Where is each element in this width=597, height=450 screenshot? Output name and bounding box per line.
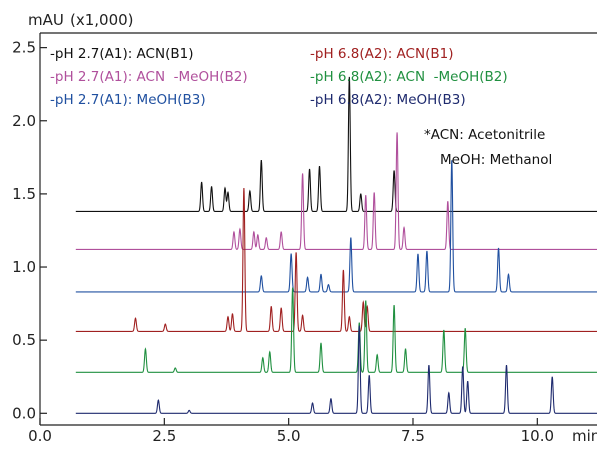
x-axis-unit: min bbox=[572, 427, 597, 445]
x-tick-label-1: 2.5 bbox=[152, 427, 176, 445]
legend-entry-6: -pH 6.8(A2): MeOH(B3) bbox=[310, 92, 466, 108]
y-tick-label-0: 0.0 bbox=[12, 404, 36, 422]
legend-entry-2: -pH 2.7(A1): ACN -MeOH(B2) bbox=[50, 69, 248, 85]
y-axis-ticks: 0.0 0.5 1.0 1.5 2.0 2.5 bbox=[12, 39, 47, 422]
legend: -pH 2.7(A1): ACN(B1) -pH 2.7(A1): ACN -Me… bbox=[50, 46, 508, 108]
x-axis-ticks: 0.0 2.5 5.0 7.5 10.0 bbox=[28, 418, 554, 445]
y-axis-unit: mAU bbox=[28, 11, 64, 29]
trace-1 bbox=[75, 76, 597, 212]
y-tick-label-4: 2.0 bbox=[12, 112, 36, 130]
legend-entry-3: -pH 2.7(A1): MeOH(B3) bbox=[50, 92, 206, 108]
trace-4 bbox=[75, 188, 597, 332]
y-tick-label-1: 0.5 bbox=[12, 331, 36, 349]
plot-frame bbox=[39, 32, 597, 426]
x-tick-label-4: 10.0 bbox=[521, 427, 554, 445]
legend-entry-5: -pH 6.8(A2): ACN -MeOH(B2) bbox=[310, 69, 508, 85]
x-tick-label-0: 0.0 bbox=[28, 427, 52, 445]
x-tick-label-2: 5.0 bbox=[277, 427, 301, 445]
trace-3 bbox=[75, 160, 597, 293]
y-tick-label-3: 1.5 bbox=[12, 185, 36, 203]
y-axis-multiplier: (x1,000) bbox=[70, 11, 134, 29]
y-tick-label-5: 2.5 bbox=[12, 39, 36, 57]
legend-entry-1: -pH 2.7(A1): ACN(B1) bbox=[50, 46, 193, 62]
y-tick-label-2: 1.0 bbox=[12, 258, 36, 276]
trace-2 bbox=[75, 132, 597, 251]
chromatogram-traces bbox=[75, 76, 597, 414]
annotation-acn: *ACN: Acetonitrile bbox=[424, 127, 545, 143]
legend-entry-4: -pH 6.8(A2): ACN(B1) bbox=[310, 46, 453, 62]
trace-6 bbox=[75, 325, 597, 414]
x-tick-label-3: 7.5 bbox=[401, 427, 425, 445]
annotation-meoh: MeOH: Methanol bbox=[440, 152, 552, 168]
trace-5 bbox=[75, 287, 597, 373]
